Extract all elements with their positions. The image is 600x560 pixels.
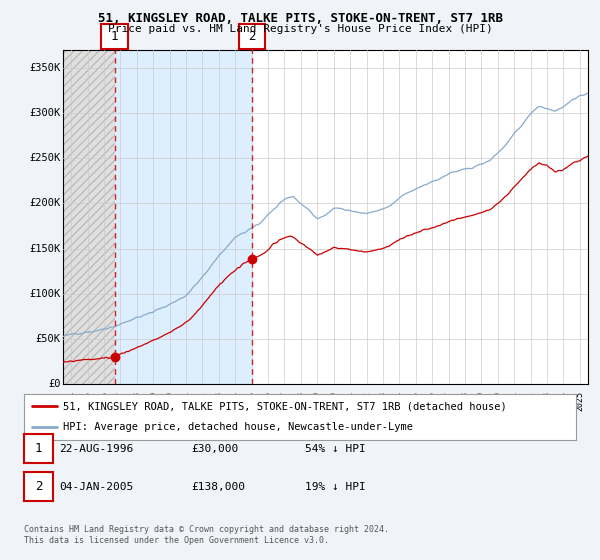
- Text: £250K: £250K: [29, 153, 61, 164]
- Text: £138,000: £138,000: [191, 482, 245, 492]
- Text: Price paid vs. HM Land Registry's House Price Index (HPI): Price paid vs. HM Land Registry's House …: [107, 24, 493, 34]
- Text: 51, KINGSLEY ROAD, TALKE PITS, STOKE-ON-TRENT, ST7 1RB: 51, KINGSLEY ROAD, TALKE PITS, STOKE-ON-…: [97, 12, 503, 25]
- Text: 04-JAN-2005: 04-JAN-2005: [59, 482, 133, 492]
- Text: £350K: £350K: [29, 63, 61, 73]
- Bar: [63, 50, 115, 384]
- Text: HPI: Average price, detached house, Newcastle-under-Lyme: HPI: Average price, detached house, Newc…: [62, 422, 413, 432]
- Text: £200K: £200K: [29, 198, 61, 208]
- Text: £300K: £300K: [29, 109, 61, 118]
- Text: £50K: £50K: [35, 334, 61, 344]
- Text: Contains HM Land Registry data © Crown copyright and database right 2024.
This d: Contains HM Land Registry data © Crown c…: [24, 525, 389, 545]
- Text: 1: 1: [35, 442, 42, 455]
- Text: £0: £0: [48, 379, 61, 389]
- Text: £150K: £150K: [29, 244, 61, 254]
- Text: 19% ↓ HPI: 19% ↓ HPI: [305, 482, 365, 492]
- Text: 54% ↓ HPI: 54% ↓ HPI: [305, 444, 365, 454]
- Text: 1: 1: [111, 30, 118, 43]
- Text: £30,000: £30,000: [191, 444, 238, 454]
- Bar: [63, 50, 115, 384]
- Text: 51, KINGSLEY ROAD, TALKE PITS, STOKE-ON-TRENT, ST7 1RB (detached house): 51, KINGSLEY ROAD, TALKE PITS, STOKE-ON-…: [62, 401, 506, 411]
- Text: £100K: £100K: [29, 288, 61, 298]
- Text: 22-AUG-1996: 22-AUG-1996: [59, 444, 133, 454]
- Text: 2: 2: [35, 480, 42, 493]
- Text: 2: 2: [248, 30, 256, 43]
- Bar: [115, 50, 252, 384]
